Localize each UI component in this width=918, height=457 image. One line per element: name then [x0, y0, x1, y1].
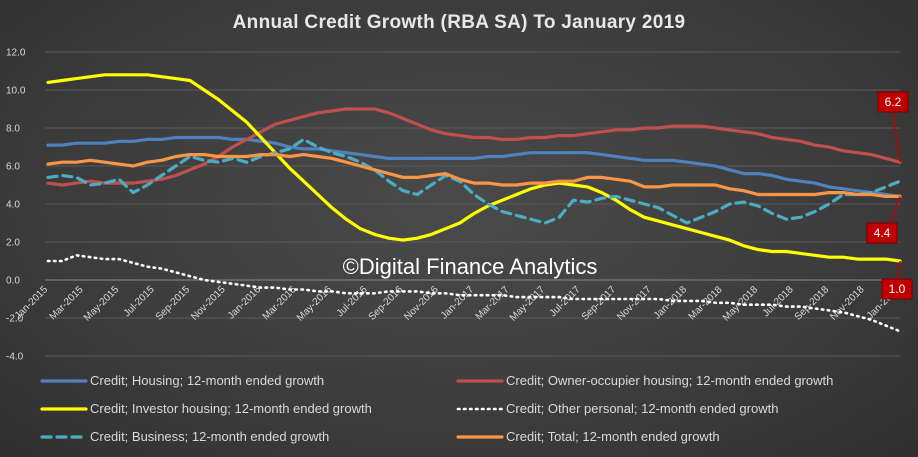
value-callout: 6.2	[877, 91, 909, 163]
legend-item: Credit; Business; 12-month ended growth	[40, 429, 329, 444]
series-line	[46, 137, 902, 225]
legend-label: Credit; Business; 12-month ended growth	[90, 429, 329, 444]
x-tick-label: Mar-2016	[261, 284, 299, 322]
x-tick-label: Mar-2015	[48, 284, 86, 322]
y-tick-label: -2.0	[6, 314, 24, 325]
watermark: ©Digital Finance Analytics	[343, 254, 598, 279]
callout-label: 6.2	[885, 95, 902, 109]
x-tick-label: Nov-2016	[402, 284, 441, 323]
legend-item: Credit; Total; 12-month ended growth	[456, 429, 720, 444]
x-tick-label: Sep-2017	[580, 284, 619, 323]
x-tick-label: Jan-2018	[652, 284, 690, 322]
series-line	[46, 135, 902, 198]
y-tick-label: 0.0	[6, 276, 20, 287]
x-tick-label: Jul-2016	[335, 284, 370, 319]
y-tick-label: 8.0	[6, 124, 20, 135]
callout-label: 4.4	[874, 226, 891, 240]
callouts: 6.2 4.4 1.0	[866, 91, 913, 300]
x-tick-label: Jan-2016	[226, 284, 264, 322]
x-tick-label: Sep-2015	[154, 284, 193, 323]
legend: Credit; Housing; 12-month ended growth Cr…	[40, 373, 833, 444]
legend-label: Credit; Other personal; 12-month ended g…	[506, 401, 778, 416]
y-tick-label: -4.0	[6, 352, 24, 363]
value-callout: 1.0	[881, 260, 913, 300]
callout-label: 1.0	[889, 282, 906, 296]
x-tick-label: Sep-2018	[793, 284, 832, 323]
legend-item: Credit; Other personal; 12-month ended g…	[456, 401, 778, 416]
x-tick-label: Nov-2015	[189, 284, 228, 323]
x-tick-label: Jul-2015	[122, 284, 157, 319]
x-tick-label: Jul-2018	[761, 284, 796, 319]
axes: 12.010.08.06.04.02.00.0-2.0-4.0Jan-2015M…	[6, 48, 902, 363]
series-line	[46, 73, 902, 263]
chart-title: Annual Credit Growth (RBA SA) To January…	[233, 12, 686, 33]
series-line	[46, 153, 902, 198]
y-tick-label: 12.0	[6, 48, 26, 59]
y-tick-label: 6.0	[6, 162, 20, 173]
legend-label: Credit; Owner-occupier housing; 12-month…	[506, 373, 833, 388]
x-tick-label: Sep-2016	[367, 284, 406, 323]
x-tick-label: Jan-2015	[13, 284, 51, 322]
legend-label: Credit; Housing; 12-month ended growth	[90, 373, 324, 388]
series-lines	[46, 73, 902, 333]
series-line	[46, 107, 902, 187]
y-tick-label: 2.0	[6, 238, 20, 249]
x-tick-label: Jul-2017	[548, 284, 583, 319]
y-tick-label: 10.0	[6, 86, 26, 97]
series-line	[46, 254, 902, 333]
grid	[45, 51, 900, 357]
legend-label: Credit; Total; 12-month ended growth	[506, 429, 720, 444]
x-tick-label: Mar-2017	[474, 284, 512, 322]
x-tick-label: Nov-2017	[615, 284, 654, 323]
value-callout: 4.4	[866, 196, 901, 244]
legend-item: Credit; Investor housing; 12-month ended…	[40, 401, 372, 416]
legend-item: Credit; Housing; 12-month ended growth	[40, 373, 324, 388]
x-tick-label: Nov-2018	[828, 284, 867, 323]
legend-label: Credit; Investor housing; 12-month ended…	[90, 401, 372, 416]
y-tick-label: 4.0	[6, 200, 20, 211]
legend-item: Credit; Owner-occupier housing; 12-month…	[456, 373, 833, 388]
x-tick-label: Jan-2017	[439, 284, 477, 322]
